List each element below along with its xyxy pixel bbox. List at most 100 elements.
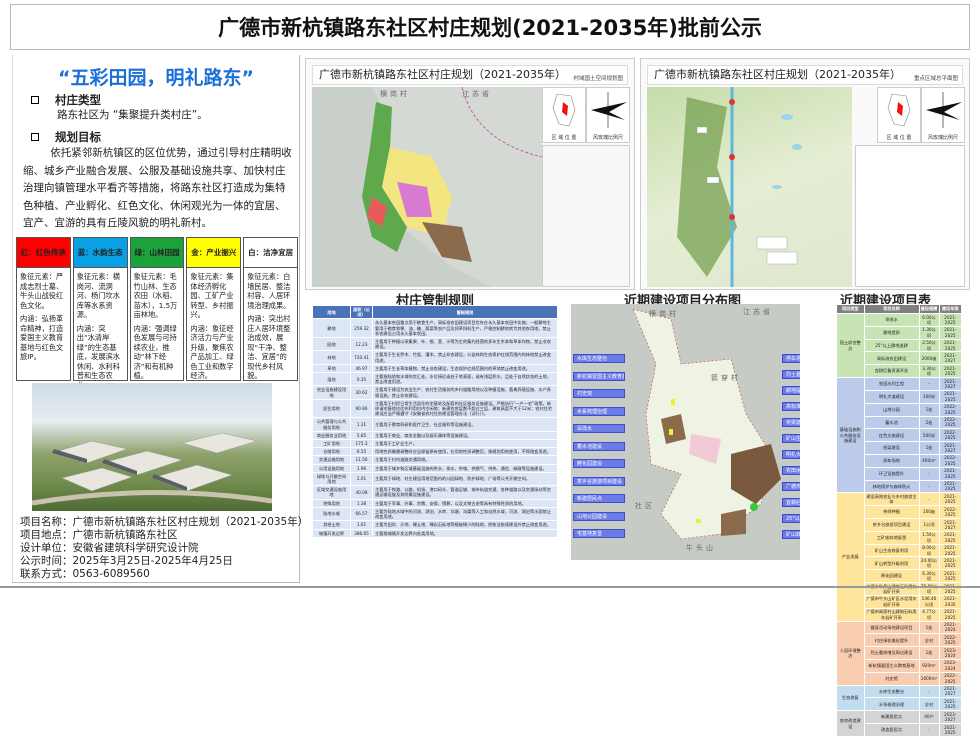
scale-cell: 4.77公顷 (918, 607, 940, 622)
wind-rose-label: 风玫瑰比例尺 (592, 135, 623, 141)
project-name-cell: 烈士墓修缮及周边建设 (863, 646, 920, 660)
land-use-cell: 城镇开发边界 (312, 528, 351, 538)
period-cell: 2021-2027 (938, 518, 962, 532)
project-name-cell: 蓄水池 (863, 415, 920, 430)
project-name-cell: 旱改水 (863, 313, 920, 327)
card-symbol-text: 象征元素：横岗河、流洞河、杨门坎水库等水系资源。 (76, 272, 120, 319)
table-row: 耕地提质 1.30公顷 2021-2025 (837, 325, 962, 340)
color-card-body: 象征元素：横岗河、流洞河、杨门坎水库等水系资源。 内涵：突出“水清岸绿”的生态基底… (74, 268, 127, 398)
scale-cell: 全村 (918, 633, 940, 648)
area-cell: 1.96 (350, 463, 373, 473)
table-row: 产业发展 建设高效农业与乡村旅游主体 -2021-2025 (836, 492, 962, 622)
map-label-right: 广德市牛头山矿区水泥用灰岩矿开采 (782, 482, 800, 491)
land-use-map[interactable]: 横岗村 江苏省 (312, 87, 542, 287)
scale-cell: - (918, 479, 940, 494)
period-cell: 2021-2025 (938, 723, 962, 737)
table-row: 特殊用地 1.38 主要用于军事、外事、宗教、安保、殡葬，以及文物古迹等具有特殊性质… (312, 498, 558, 508)
color-card-body: 象征元素：毛竹山林、生态农田（水稻、苗木），1.5万亩林地。 内涵：强调绿色发展与… (131, 268, 184, 389)
period-cell: 2021-2025 (938, 325, 962, 340)
land-use-cell: 公共管理与公共服务用地 (312, 417, 351, 432)
period-cell: 2022-2025 (938, 633, 962, 648)
project-name-cell: 工矿废弃地复垦 (863, 530, 920, 545)
land-use-cell: 仓储用地 (312, 447, 351, 457)
scale-cell: 2000亩 (918, 351, 940, 366)
key-area-plan-map[interactable] (647, 87, 852, 287)
project-type-cell: 农房改造建设 (836, 710, 865, 737)
map-label-right: 明礼大道建设 (782, 450, 800, 459)
key-area-plan-graphic (677, 87, 802, 287)
wind-rose-icon (926, 92, 962, 128)
rule-cell: 主要用于教育科研和医疗卫生、社会福利等设施建设。 (372, 417, 558, 432)
period-cell: 2021-2025 (938, 479, 962, 494)
project-name-cell: 红色文旅建设 (863, 428, 920, 443)
map-label-left: 新建居民点 (573, 494, 625, 503)
location-label: 区 域 位 置 (551, 135, 577, 141)
card-symbol-text: 象征元素：白墙民居、整洁村容、人居环境治理成果。 (247, 272, 291, 310)
area-cell: 5.85 (350, 430, 373, 441)
map-subtitle: 村域国土空间规划图 (573, 76, 623, 82)
area-cell: 1.38 (350, 498, 373, 508)
table-row: 基础设施和公共服务设施建设 农田水利工程 -2021-2027 (836, 377, 962, 494)
scale-cell: 920m² (918, 658, 940, 673)
period-cell: 2021-2025 (938, 313, 962, 327)
table-row: 城镇开发边界 386.65 主要指城镇开发边界内各类用地。 (312, 528, 558, 538)
period-cell: 2021-2025 (938, 697, 962, 712)
period-cell: 2021-2024 (938, 620, 962, 635)
table-row: 农业设施建设用地 30.62 主要用于建设为农业生产、农村生活服务的乡村道路用地以及… (312, 385, 558, 400)
project-name-cell: 耕地提质 (863, 325, 920, 340)
scale-cell: - (918, 466, 940, 481)
map-label-right: 矿山转型升级利用 (782, 530, 800, 539)
project-name-cell: 25°以上耕地退耕 (863, 338, 920, 353)
scale-cell: 1处 (918, 646, 940, 660)
location-label: 区 域 位 置 (886, 135, 912, 141)
header-period: 建设年限 (938, 304, 962, 314)
rule-cell: 主要用于工矿业生产。 (372, 439, 558, 449)
map-label-left: 旱改水 (573, 424, 625, 433)
table-row: 高标准农田建设 2000亩 2021-2027 (837, 351, 962, 366)
period-cell: 2023-2024 (938, 658, 962, 673)
card-meaning-text: 内涵：弘扬革命精神，打造爱国主义教育基地与红色文旅IP。 (20, 314, 64, 361)
table-row: 农房改造建设 新建居民点 40户 2023-2027 (836, 710, 962, 737)
area-cell: 175.3 (350, 439, 373, 449)
map-label-left: 水系梳理治理 (573, 406, 625, 416)
card-symbol-text: 象征元素：集体经济孵化园、工矿产业转型、乡村振兴。 (190, 272, 234, 319)
rule-cell: 主要用于商业、商务金融以及娱乐康体等设施建设。 (372, 430, 558, 441)
area-cell: 259.32 (350, 318, 373, 339)
scale-cell: 全村 (918, 697, 940, 712)
scale-cell: 1.30公顷 (918, 325, 940, 340)
table-row: 商业服务业用地 5.85 主要用于商业、商务金融以及娱乐康体等设施建设。 (312, 430, 558, 441)
scale-cell: 8.00公顷 (918, 543, 940, 558)
place-label: 横岗村 (380, 90, 410, 98)
info-line: 项目名称：广德市新杭镇路东社区村庄规划（2021-2035年） (20, 516, 309, 528)
scale-cell: 2处 (918, 415, 940, 430)
area-cell: 0.35 (350, 372, 373, 387)
map-label-right: 烈士墓修缮及周边建设 (782, 370, 800, 379)
rule-cell: 主要为陆地水域中的河流、湖泊、水库、坑塘、沟渠等人工和自然水域，河流、湖泊等水面… (372, 506, 558, 522)
table-row: 园地 12.23 主要用于种植以采集果、叶、根、茎、汁等为主的集约经营的多年生木本和… (312, 337, 558, 352)
project-name-cell: 明礼大道建设 (863, 389, 920, 404)
table-row: 陆地水域 66.57 主要为陆地水域中的河流、湖泊、水库、坑塘、沟渠等人工和自然水域… (312, 506, 558, 522)
project-distribution-map[interactable]: 横岗村 江苏省 箭穿村 牛头山 社区 水库生态整治新杭镇爱国主义教育基地村史馆水… (571, 304, 800, 560)
map-label-right: 农田水利工程 (782, 466, 800, 475)
area-cell: 40.08 (350, 485, 373, 500)
period-cell: 2022-2025 (938, 671, 962, 686)
heading-text: 村庄类型 (55, 93, 101, 107)
map-label-left: 茶乡谷旅游项目建设 (573, 476, 625, 486)
card-symbol-text: 象征元素：毛竹山林、生态农田（水稻、苗木），1.5万亩林地。 (133, 272, 178, 319)
map-title: 广德市新杭镇路东社区村庄规划（2021-2035年） (319, 68, 566, 81)
rule-cell: 主要用于铁路、公路、机场、港口码头、管道运输、城市轨道交通、各种道路以及交通场站… (372, 485, 558, 500)
project-name-cell: 停车场地 (863, 453, 920, 468)
map-label-right: 停车场地建设 (782, 354, 800, 363)
area-cell: 30.62 (350, 385, 373, 400)
period-cell: 2021-2025 (938, 389, 962, 404)
project-name-cell: 水库生态整治 (863, 684, 920, 699)
period-cell: 2021-2035 (938, 594, 962, 609)
project-name-cell: 桥梁建设 (863, 441, 920, 455)
color-card-title: 金：产业振兴 (187, 238, 241, 268)
rule-cell: 主要指陆地和水域的交汇处，水位接近或处于地表面，或有浅层积水，且处于自然状态的土… (372, 372, 558, 387)
project-name-cell: 高标准农田建设 (863, 351, 920, 366)
project-name-cell: 健身活动场地建设项目 (863, 620, 920, 635)
scale-cell: - (918, 684, 940, 699)
project-name-cell: 矿山生态修复利用 (863, 543, 920, 558)
rule-cell: 主要用于军事、外事、宗教、安保、殡葬，以及文物古迹等具有特殊性质的用地。 (372, 498, 558, 508)
